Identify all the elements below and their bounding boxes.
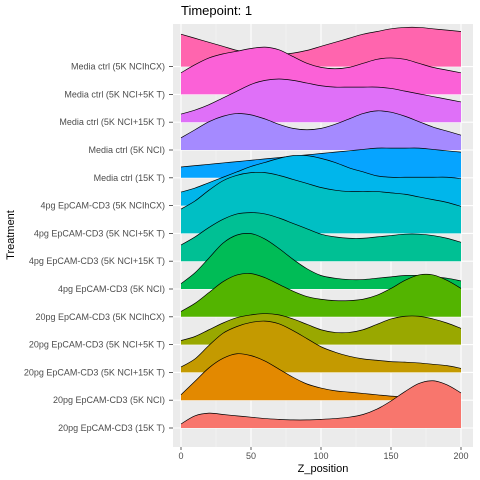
ridge-line-4pg-epcam-cd3-5k-nci-15k-t bbox=[180, 212, 462, 246]
y-tick-label: 4pg EpCAM-CD3 (5K NCIhCX) bbox=[40, 201, 165, 211]
y-tick-label: 20pg EpCAM-CD3 (15K T) bbox=[58, 423, 165, 433]
y-tick-label: 4pg EpCAM-CD3 (5K NCI) bbox=[58, 284, 165, 294]
x-tick-label: 100 bbox=[313, 451, 328, 461]
ridge-area-20pg-epcam-cd3-5k-nci bbox=[181, 353, 461, 401]
y-tick-label: Media ctrl (5K NCI+15K T) bbox=[59, 117, 165, 127]
ridge-line-4pg-epcam-cd3-5k-nci bbox=[180, 233, 462, 284]
ridge-area-20pg-epcam-cd3-5k-ncihcx bbox=[181, 273, 461, 317]
y-tick-label: 4pg EpCAM-CD3 (5K NCI+15K T) bbox=[29, 256, 165, 266]
ridge-line-20pg-epcam-cd3-5k-ncihcx bbox=[180, 273, 462, 312]
y-tick-label: 20pg EpCAM-CD3 (5K NCI+15K T) bbox=[24, 367, 165, 377]
chart-title: Timepoint: 1 bbox=[181, 3, 252, 18]
x-tick-labels: 0 50 100 150 200 bbox=[178, 447, 469, 461]
y-tick-label: Media ctrl (5K NCIhCX) bbox=[71, 62, 165, 72]
x-tick-label: 50 bbox=[246, 451, 256, 461]
ridge-line-4pg-epcam-cd3-5k-nci-5k-t bbox=[180, 171, 462, 210]
y-tick-label: Media ctrl (15K T) bbox=[94, 173, 165, 183]
ridge-line-media-ctrl-5k-ncihcx bbox=[180, 26, 462, 55]
ridge-line-4pg-epcam-cd3-5k-ncihcx bbox=[180, 154, 462, 193]
y-axis-title: Treatment bbox=[5, 210, 17, 260]
x-tick-label: 150 bbox=[383, 451, 398, 461]
y-tick-label: Media ctrl (5K NCI+5K T) bbox=[64, 89, 165, 99]
ridge-area-20pg-epcam-cd3-15k-t bbox=[181, 380, 461, 428]
ridge-area-media-ctrl-5k-nci-5k-t bbox=[181, 47, 461, 95]
y-tick-label: 20pg EpCAM-CD3 (5K NCIhCX) bbox=[35, 312, 165, 322]
ridge-area-media-ctrl-5k-nci bbox=[181, 110, 461, 150]
x-axis-title: Z_position bbox=[298, 463, 349, 475]
x-tick-label: 200 bbox=[453, 451, 468, 461]
ridge-line-20pg-epcam-cd3-5k-nci-15k-t bbox=[180, 320, 462, 369]
ridges bbox=[180, 26, 462, 428]
y-tick-labels: 20pg EpCAM-CD3 (15K T) 20pg EpCAM-CD3 (5K… bbox=[24, 62, 173, 433]
ridge-area-media-ctrl-5k-nci-15k-t bbox=[181, 79, 461, 123]
ridge-line-media-ctrl-15k-t bbox=[180, 147, 462, 168]
y-tick-label: Media ctrl (5K NCI) bbox=[88, 145, 165, 155]
ridge-line-media-ctrl-5k-nci bbox=[180, 110, 462, 139]
ridge-line-media-ctrl-5k-nci-5k-t bbox=[180, 46, 462, 74]
y-tick-label: 20pg EpCAM-CD3 (5K NCI+5K T) bbox=[29, 340, 165, 350]
ridge-line-media-ctrl-5k-nci-15k-t bbox=[180, 78, 462, 115]
y-tick-label: 4pg EpCAM-CD3 (5K NCI+5K T) bbox=[34, 228, 165, 238]
ridge-line-20pg-epcam-cd3-15k-t bbox=[180, 380, 462, 425]
y-tick-label: 20pg EpCAM-CD3 (5K NCI) bbox=[53, 395, 165, 405]
x-tick-label: 0 bbox=[178, 451, 183, 461]
ridge-line-20pg-epcam-cd3-5k-nci-5k-t bbox=[180, 313, 462, 341]
